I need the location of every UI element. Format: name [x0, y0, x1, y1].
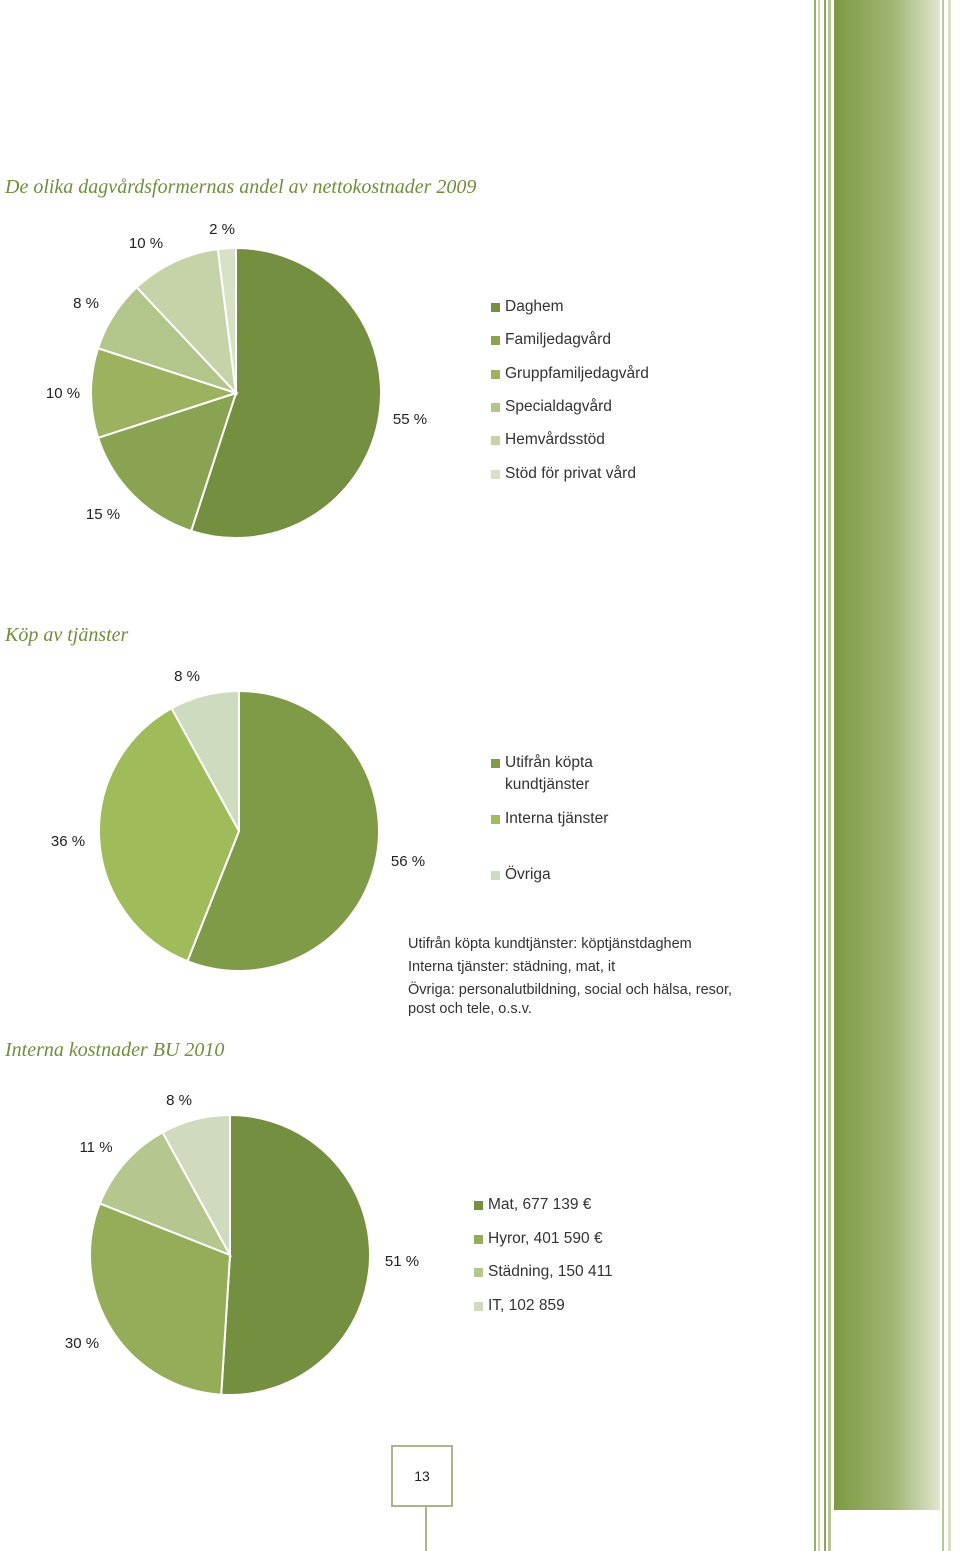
- slice-value-label: 8 %: [174, 668, 200, 685]
- explanatory-notes: Utifrån köpta kundtjänster: köptjänstdag…: [408, 933, 768, 1021]
- note-line: Utifrån köpta kundtjänster: köptjänstdag…: [408, 936, 692, 952]
- slice-value-label: 55 %: [393, 411, 427, 428]
- pie-slice: [186, 689, 380, 972]
- legend-swatch: [491, 370, 500, 379]
- legend-swatch: [491, 815, 500, 824]
- legend-label: Städning, 150 411: [488, 1263, 613, 1280]
- chart1-title: De olika dagvårdsformernas andel av nett…: [5, 176, 477, 198]
- pie-slice: [90, 346, 240, 440]
- legend-swatch: [491, 403, 500, 412]
- legend-swatch: [474, 1201, 483, 1210]
- legend-swatch: [491, 470, 500, 479]
- slice-value-label: 30 %: [65, 1335, 99, 1352]
- slice-value-label: 15 %: [86, 506, 120, 523]
- note-line: Övriga: personalutbildning, social och h…: [408, 982, 733, 998]
- pie-slice: [161, 1113, 231, 1256]
- pie-slice: [170, 689, 240, 832]
- slice-value-label: 8 %: [166, 1092, 192, 1109]
- legend-label: Mat, 677 139 €: [488, 1196, 592, 1213]
- slice-value-label: 2 %: [209, 221, 235, 238]
- legend-swatch: [474, 1235, 483, 1244]
- legend-swatch: [491, 336, 500, 345]
- legend-label: Gruppfamiljedagvård: [505, 365, 649, 382]
- pie-slice: [98, 706, 241, 963]
- slice-value-label: 11 %: [79, 1139, 112, 1156]
- pie-slice: [98, 1130, 233, 1257]
- chart2-title: Köp av tjänster: [5, 624, 129, 646]
- note-line: Interna tjänster: städning, mat, it: [408, 959, 616, 975]
- legend-swatch: [491, 436, 500, 445]
- legend-label: IT, 102 859: [488, 1297, 565, 1314]
- legend-label: Hyror, 401 590 €: [488, 1230, 603, 1247]
- pie-slice: [96, 391, 238, 533]
- legend-label: Hemvårdsstöd: [505, 431, 605, 448]
- legend-label: Familjedagvård: [505, 331, 611, 348]
- legend-swatch: [491, 759, 500, 768]
- slice-value-label: 36 %: [51, 833, 85, 850]
- legend-swatch: [474, 1302, 483, 1311]
- slice-value-label: 51 %: [385, 1253, 419, 1270]
- slice-value-label: 10 %: [129, 235, 163, 252]
- decorative-sidebar: [814, 0, 951, 1551]
- pie-slice: [89, 1202, 232, 1396]
- legend-label: Övriga: [505, 866, 551, 883]
- page-number-connector: [425, 1507, 427, 1551]
- legend-label: Utifrån köpta kundtjänster: [505, 754, 593, 793]
- legend-label: Daghem: [505, 298, 564, 315]
- legend-swatch: [474, 1268, 483, 1277]
- pie-slice: [216, 246, 237, 394]
- legend-swatch: [491, 303, 500, 312]
- legend-label: Specialdagvård: [505, 398, 612, 415]
- note-line: post och tele, o.s.v.: [408, 1001, 532, 1017]
- legend-label: Interna tjänster: [505, 810, 609, 827]
- pie-slice: [189, 246, 382, 539]
- legend-swatch: [491, 871, 500, 880]
- pie-slice: [96, 285, 237, 394]
- legend-label: Stöd för privat vård: [505, 465, 636, 482]
- pie-slice: [135, 248, 238, 396]
- slice-value-label: 10 %: [46, 385, 80, 402]
- chart3-title: Interna kostnader BU 2010: [5, 1039, 225, 1061]
- pie-slice: [220, 1113, 371, 1396]
- slice-value-label: 56 %: [391, 853, 425, 870]
- page-number: 13: [391, 1445, 453, 1507]
- slice-value-label: 8 %: [73, 295, 99, 312]
